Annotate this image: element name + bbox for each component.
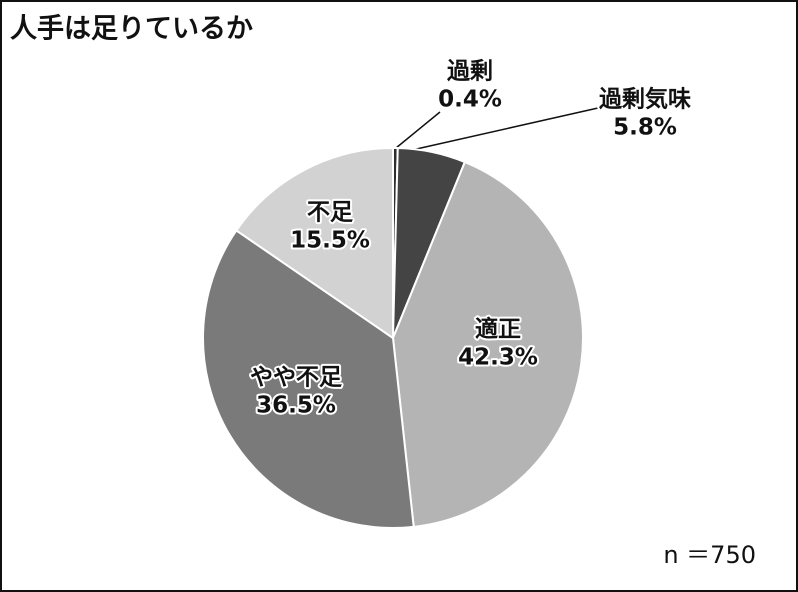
leader-line	[411, 107, 599, 151]
pie-slice	[234, 146, 394, 340]
value-label: 0.4%	[438, 87, 502, 113]
pie-slice	[391, 160, 584, 528]
chart-title: 人手は足りているか	[10, 14, 253, 45]
slice-label: やや不足	[250, 365, 342, 391]
value-label: 36.5%	[256, 393, 336, 419]
leader-line	[395, 111, 441, 149]
slice-label: 適正	[475, 316, 521, 343]
value-label: 5.8%	[613, 115, 677, 141]
value-label: 42.3%	[458, 345, 538, 371]
pie-slice	[202, 229, 415, 529]
value-label: 15.5%	[290, 228, 370, 254]
slice-label: 不足	[307, 200, 353, 226]
slice-label: 過剰	[447, 58, 493, 85]
sample-note: n ＝750	[663, 541, 756, 569]
slice-label: 過剰気味	[599, 86, 691, 113]
